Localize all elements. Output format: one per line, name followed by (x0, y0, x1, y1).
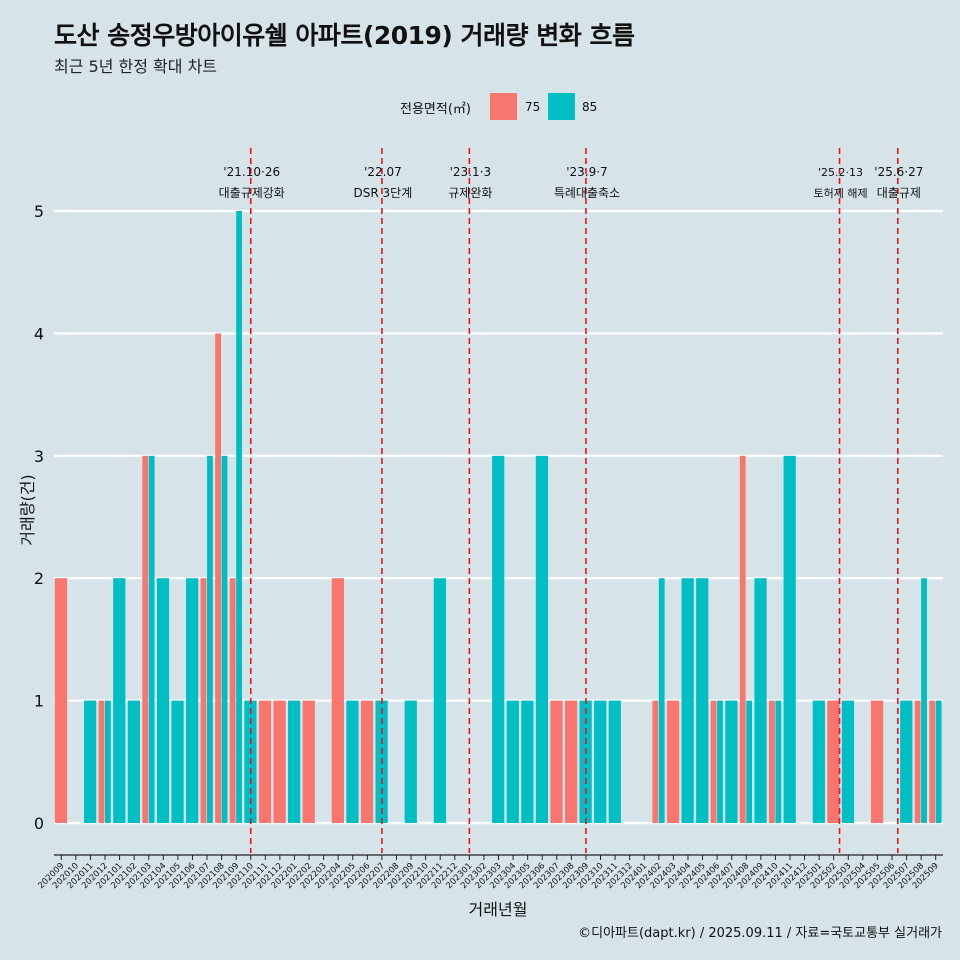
bar-75-202107 (200, 578, 207, 823)
bar-85-202102 (127, 700, 140, 823)
event-label-202110: 대출규제강화 (219, 186, 285, 200)
y-tick-label: 2 (34, 569, 44, 588)
bar-85-202104 (156, 578, 170, 823)
bar-75-202012 (98, 700, 105, 823)
chart-title: 도산 송정우방아이유쉘 아파트(2019) 거래량 변화 흐름 (54, 21, 635, 50)
legend-swatch-75 (490, 93, 517, 120)
x-axis-title: 거래년월 (469, 900, 528, 919)
bar-75-202402 (652, 700, 659, 823)
bar-85-202304 (506, 700, 519, 823)
bar-75-202509 (929, 700, 936, 823)
bar-85-202109 (236, 211, 242, 823)
bar-75-202206 (360, 700, 374, 823)
bar-85-202404 (681, 578, 694, 823)
bar-85-202103 (148, 455, 155, 823)
y-tick-label: 5 (34, 202, 44, 221)
event-label-202506: 대출규제 (877, 186, 921, 200)
bar-85-202011 (84, 700, 97, 823)
event-date-202110: '21.10·26 (223, 165, 280, 179)
event-label-202502: 토허제 해제 (813, 186, 867, 200)
bar-85-202501 (812, 700, 825, 823)
event-date-202502: '25.2·13 (818, 166, 863, 179)
bar-85-202402 (658, 578, 665, 823)
bar-85-202411 (783, 455, 796, 823)
bar-85-202410 (775, 700, 782, 823)
bar-85-202306 (535, 455, 549, 823)
bar-85-202408 (746, 700, 753, 823)
event-date-202301: '23.1·3 (450, 165, 491, 179)
bar-85-202201 (288, 700, 301, 823)
bar-85-202409 (754, 578, 767, 823)
event-date-202506: '25.6·27 (874, 165, 923, 179)
caption: ©디아파트(dapt.kr) / 2025.09.11 / 자료=국토교통부 실… (578, 926, 942, 941)
bar-85-202012 (105, 700, 111, 823)
y-tick-label: 3 (34, 447, 44, 466)
bar-75-202403 (666, 700, 680, 823)
bar-85-202509 (935, 700, 942, 823)
event-label-202301: 규제완화 (448, 186, 492, 200)
bar-85-202108 (221, 455, 228, 823)
bar-85-202101 (113, 578, 126, 823)
legend-swatch-85 (548, 93, 575, 120)
bar-75-202406 (710, 700, 717, 823)
bar-85-202105 (171, 700, 184, 823)
bar-85-202503 (841, 700, 855, 823)
event-label-202207: DSR 3단계 (354, 186, 413, 200)
legend: 전용면적(㎡) 75 85 (0, 93, 960, 121)
bar-75-202307 (550, 700, 563, 823)
bar-75-202508 (914, 700, 921, 823)
bar-85-202106 (186, 578, 199, 823)
event-date-202207: '22.07 (364, 165, 402, 179)
bar-75-202308 (564, 700, 578, 823)
legend-label-75: 75 (525, 100, 541, 114)
bar-85-202211 (433, 578, 447, 823)
bar-75-202202 (302, 700, 315, 823)
bar-75-202112 (273, 700, 286, 823)
bar-75-202204 (331, 578, 345, 823)
bar-85-202303 (492, 455, 505, 823)
bar-75-202009 (54, 578, 68, 823)
bar-85-202311 (608, 700, 621, 823)
bar-85-202406 (717, 700, 723, 823)
event-label-202309: 특례대출축소 (554, 186, 620, 200)
bar-85-202209 (404, 700, 417, 823)
bar-85-202205 (346, 700, 359, 823)
bar-75-202103 (142, 455, 149, 823)
bar-75-202505 (871, 700, 884, 823)
bar-85-202305 (521, 700, 534, 823)
bar-75-202109 (229, 578, 236, 823)
y-tick-label: 1 (34, 692, 44, 711)
legend-title: 전용면적(㎡) (400, 102, 471, 117)
bar-85-202508 (921, 578, 927, 823)
bar-85-202405 (696, 578, 709, 823)
bar-75-202111 (258, 700, 272, 823)
event-date-202309: '23.9·7 (566, 165, 607, 179)
bar-85-202507 (900, 700, 913, 823)
chart-subtitle: 최근 5년 한정 확대 차트 (54, 57, 218, 76)
bar-85-202407 (725, 700, 738, 823)
y-tick-label: 4 (34, 324, 44, 343)
legend-label-85: 85 (582, 100, 598, 114)
bar-75-202408 (739, 455, 746, 823)
bar-85-202310 (594, 700, 607, 823)
bar-85-202107 (207, 455, 213, 823)
y-axis-title: 거래량(건) (18, 474, 37, 545)
bar-75-202502 (827, 700, 840, 823)
y-tick-label: 0 (34, 814, 44, 833)
bar-75-202108 (215, 333, 221, 823)
bar-75-202410 (768, 700, 775, 823)
